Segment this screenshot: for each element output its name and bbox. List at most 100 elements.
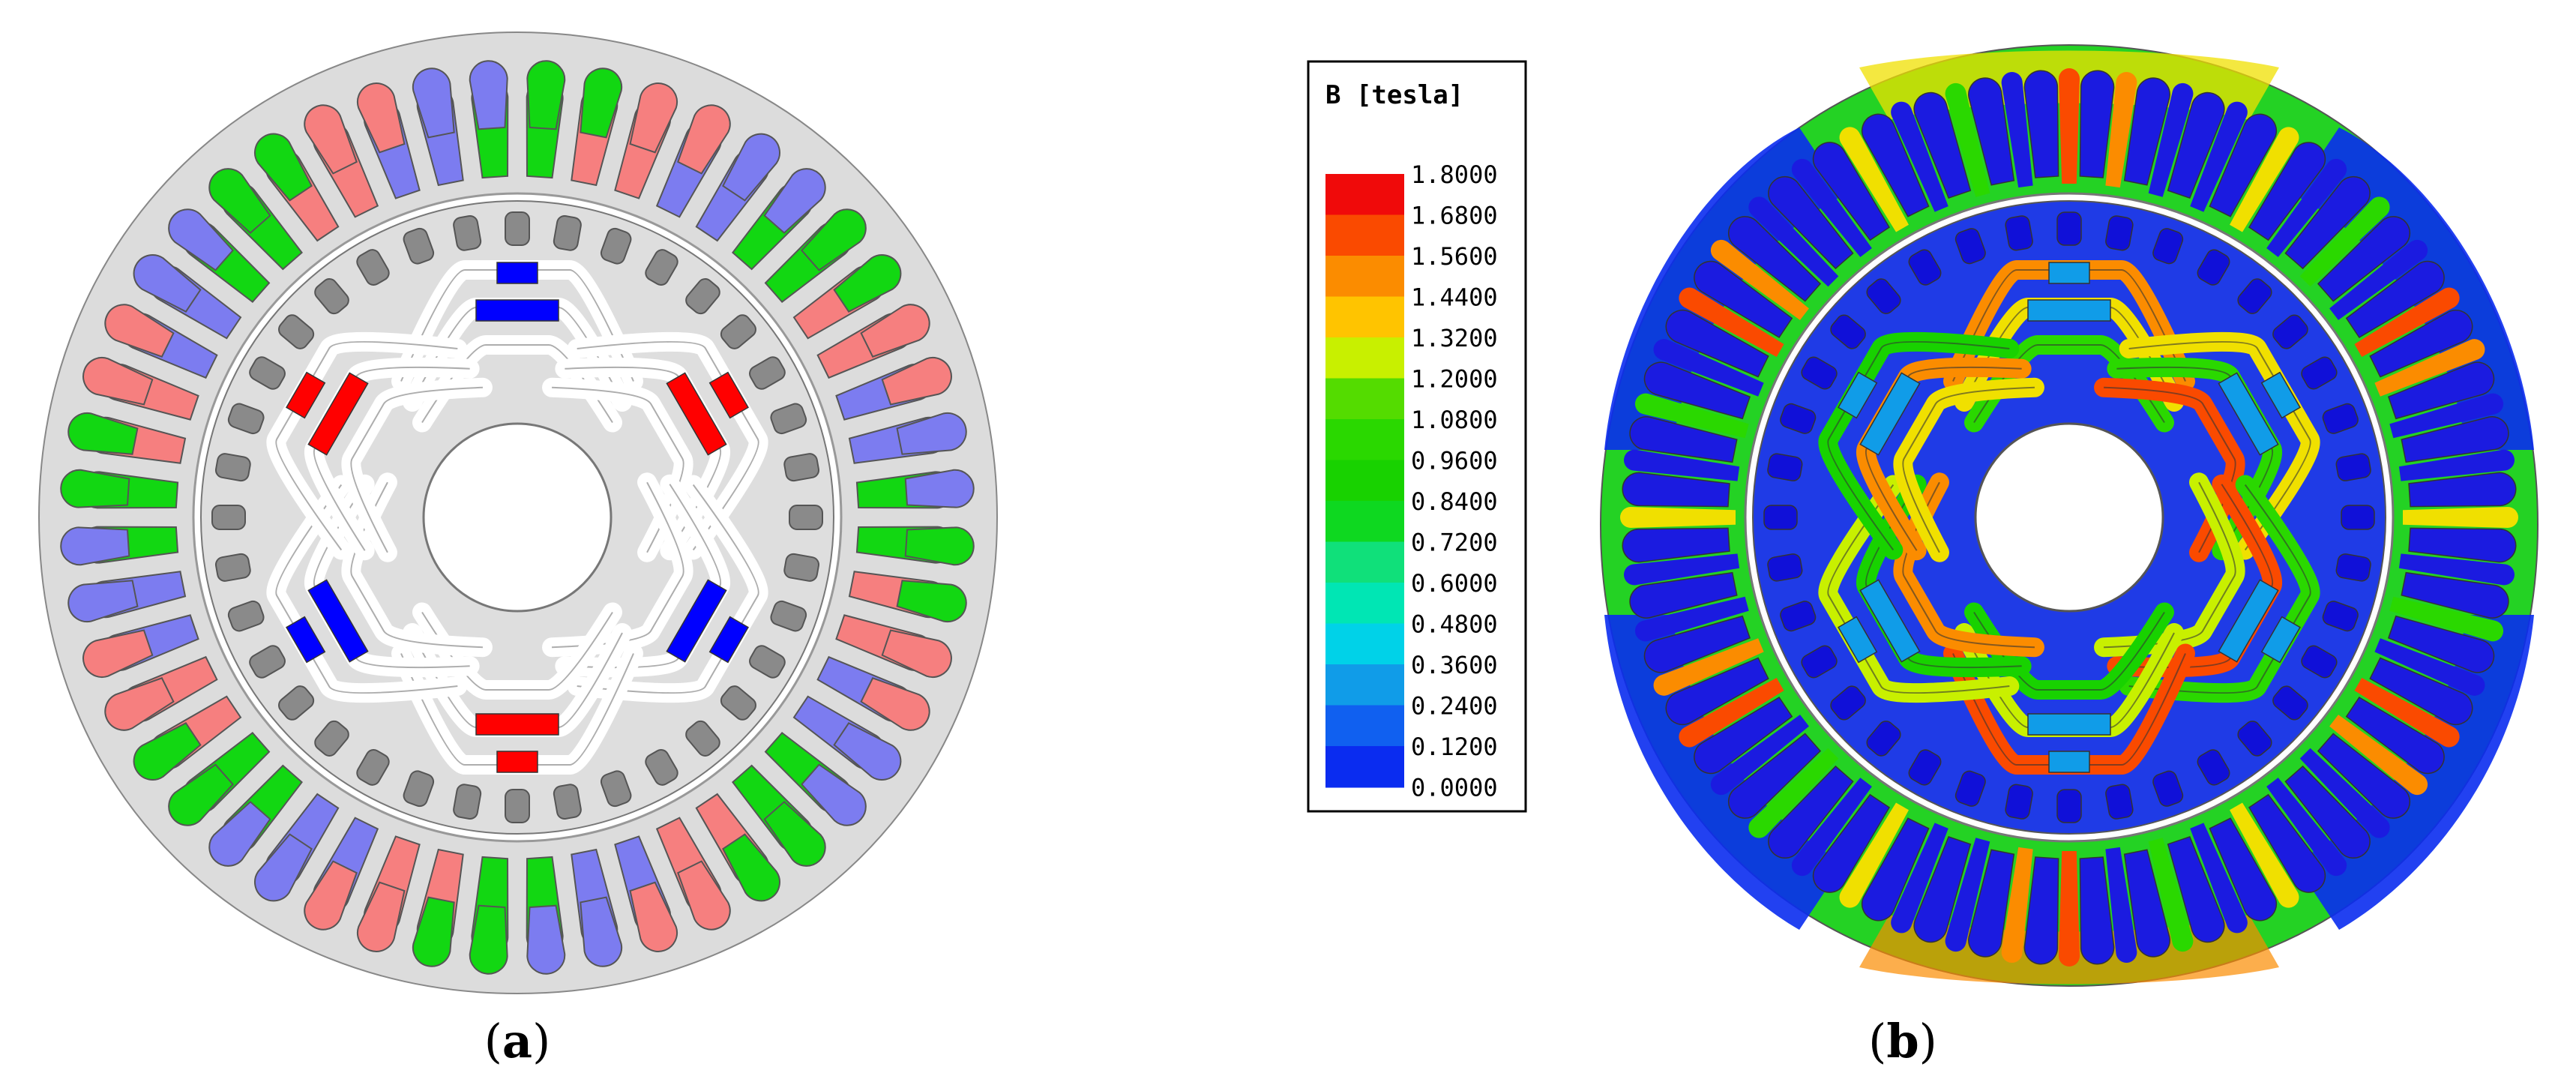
rotor-bar	[403, 227, 435, 265]
rotor-bar	[553, 214, 582, 251]
flux-stator-slot	[1629, 416, 1738, 463]
permanent-magnet	[286, 371, 326, 419]
legend-swatch	[1325, 623, 1404, 665]
flux-stator-tooth	[2059, 851, 2080, 967]
motor-cross-section-a	[37, 31, 999, 995]
flux-stator-tooth	[2230, 802, 2299, 908]
rotor-bar	[453, 214, 482, 251]
flux-stator-tooth	[2389, 596, 2504, 642]
legend-swatch	[1325, 256, 1404, 298]
flux-rotor-bar	[2005, 784, 2033, 820]
flux-stator-slot	[1629, 571, 1738, 619]
flux-stator-tooth	[1634, 596, 1749, 642]
stator-slot-outer	[801, 763, 867, 826]
rotor-slot-group	[211, 211, 823, 823]
rotor-bar	[720, 685, 756, 721]
flux-stator-tooth	[2329, 239, 2428, 320]
rotor-bar	[685, 278, 720, 315]
flux-stator-tooth	[2230, 127, 2299, 232]
flux-stator-slot	[2209, 113, 2278, 217]
flux-stator-slot	[1622, 527, 1730, 563]
permanent-magnet	[307, 579, 369, 663]
stator-slot-outer	[580, 67, 623, 139]
flux-stator-slot	[2023, 856, 2059, 965]
flux-stator-slot	[2167, 92, 2225, 199]
flux-rotor-bar	[1801, 645, 1838, 679]
rotor-bar	[789, 505, 823, 530]
flux-rotor-bar	[1866, 721, 1901, 757]
flux-stator-tooth	[2389, 393, 2504, 439]
rotor-bar	[278, 314, 315, 349]
rotor-bar	[356, 249, 390, 286]
flux-stator-slot	[2387, 615, 2495, 673]
permanent-magnet	[708, 616, 749, 664]
flux-stator-tooth	[1748, 748, 1839, 838]
flux-rotor-barrier-group	[1818, 260, 2320, 775]
stator-slot-outer	[860, 304, 930, 358]
stator-slot-outer	[168, 763, 234, 826]
stator-slot-outer	[580, 896, 623, 967]
legend-tick-label: 1.4400	[1411, 283, 1498, 312]
stator-slot-outer	[469, 60, 508, 130]
flux-stator-slot	[1665, 310, 1769, 378]
stator-slot-outer	[168, 208, 234, 271]
stator-slot-outer	[304, 104, 358, 175]
panel-label-a: (a)	[484, 1014, 551, 1069]
flux-magnet	[2218, 372, 2279, 456]
stator-slot-outer	[833, 722, 902, 781]
legend-swatch	[1325, 460, 1404, 502]
flux-rotor-bar	[1767, 453, 1803, 481]
rotor-bar	[783, 453, 820, 482]
permanent-magnet	[475, 713, 559, 736]
flux-rotor-bar	[2105, 784, 2134, 820]
rotor-bar	[249, 356, 286, 390]
flux-stator-slot	[1968, 77, 2015, 186]
flux-stator-slot	[2209, 817, 2278, 922]
flux-stator-slot	[2284, 765, 2371, 859]
legend-tick-label: 0.6000	[1411, 569, 1498, 598]
flux-stator-tooth	[1748, 196, 1839, 287]
stator-slot-outer	[60, 469, 130, 508]
legend-tick-group: 1.8000 1.6800 1.5600 1.4400 1.3200 1.2000 1.08…	[1411, 160, 1498, 802]
stator-slot-outer	[677, 860, 731, 931]
flux-stator-tooth	[1624, 553, 1740, 586]
permanent-magnet	[286, 616, 326, 664]
flux-rotor-bar	[2056, 211, 2082, 246]
legend-swatch	[1325, 296, 1404, 338]
flux-stator-slot	[2167, 835, 2225, 943]
rotor-bar	[211, 505, 246, 530]
flux-stator-tooth	[1945, 82, 1990, 197]
flux-rotor-bar	[1763, 505, 1798, 530]
rotor-bar	[314, 720, 349, 757]
stator-slot-outer	[526, 60, 566, 130]
legend-tick-label: 0.4800	[1411, 610, 1498, 639]
flux-stator-tooth	[1791, 778, 1872, 877]
flux-stator-slot	[2317, 733, 2410, 819]
stator-slot-outer	[412, 67, 455, 139]
flux-stator-slot	[2369, 657, 2473, 725]
flux-magnet	[2048, 262, 2090, 284]
flux-stator-tooth	[1839, 127, 1909, 232]
flux-rotor-slot-group	[1763, 211, 2375, 823]
stator-slot-outer	[133, 722, 202, 781]
flux-rotor-bar	[2341, 505, 2375, 530]
flux-stator-slot	[2079, 856, 2115, 965]
legend-tick-label: 0.1200	[1411, 733, 1498, 761]
legend-tick-label: 1.0800	[1411, 406, 1498, 434]
flux-stator-tooth	[2190, 823, 2248, 934]
flux-rotor-bar	[2322, 403, 2359, 434]
flux-stator-slot	[1728, 733, 1822, 819]
rotor-bar	[600, 770, 632, 808]
flux-stator-tooth	[2299, 748, 2390, 838]
legend-tick-label: 1.6800	[1411, 202, 1498, 230]
flux-stator-slot	[2248, 142, 2326, 241]
flux-stator-slot	[2401, 571, 2509, 619]
flux-magnet	[1838, 371, 1878, 419]
flux-stator-slot	[2408, 527, 2517, 563]
stator-slot-outer	[356, 82, 406, 154]
flux-stator-tooth	[2329, 715, 2428, 796]
flux-stator-tooth	[2059, 68, 2080, 184]
rotor-bar	[249, 645, 286, 679]
flux-stator-slot	[2248, 793, 2326, 893]
